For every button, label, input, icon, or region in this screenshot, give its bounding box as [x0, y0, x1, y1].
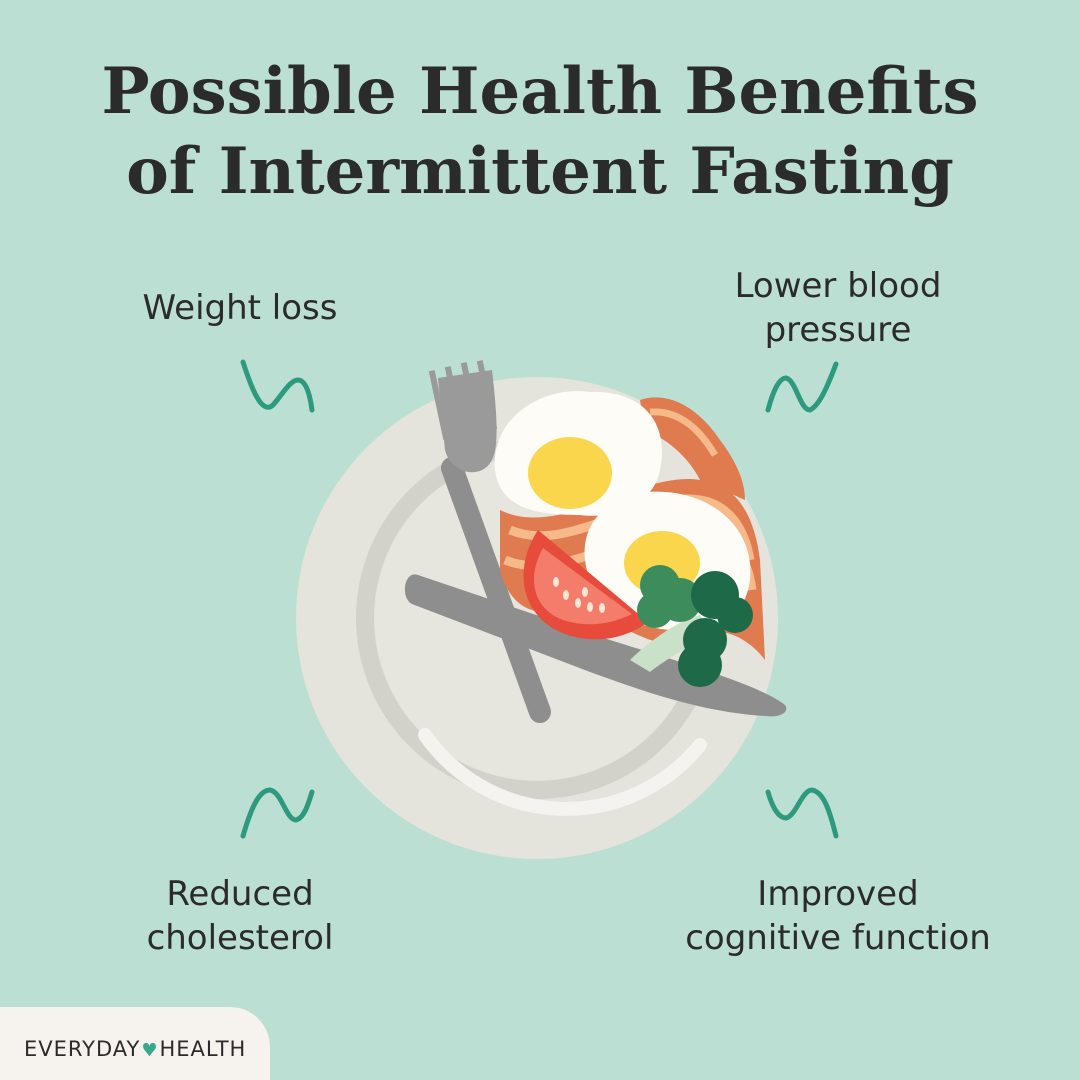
benefit-cholesterol-line-1: Reduced — [166, 874, 314, 914]
tomato-slice-icon — [523, 530, 648, 640]
benefit-blood-pressure-line-2: pressure — [764, 310, 912, 350]
fried-egg-icon — [494, 391, 662, 516]
benefit-blood-pressure: Lower blood pressure — [658, 264, 1018, 352]
benefit-cholesterol: Reduced cholesterol — [60, 872, 420, 960]
benefit-blood-pressure-line-1: Lower blood — [734, 266, 942, 306]
brand-word-health: HEALTH — [159, 1037, 247, 1061]
brand-word-everyday: EVERYDAY — [24, 1037, 141, 1061]
benefit-cognitive-line-2: cognitive function — [685, 918, 991, 958]
benefit-cognitive-line-1: Improved — [757, 874, 919, 914]
benefit-cognitive: Improved cognitive function — [658, 872, 1018, 960]
brand-badge: EVERYDAY♥HEALTH — [0, 1007, 270, 1080]
broccoli-icon — [630, 565, 753, 687]
title-line-1: Possible Health Benefits — [101, 54, 979, 129]
fork-icon — [428, 360, 551, 723]
squiggle-bottom-right — [765, 787, 839, 839]
plate-shine — [418, 728, 707, 816]
squiggle-top-left — [240, 359, 315, 413]
brand-logo[interactable]: EVERYDAY♥HEALTH — [24, 1037, 246, 1061]
squiggle-bottom-left — [240, 787, 315, 839]
benefit-weight-loss-text: Weight loss — [142, 288, 338, 328]
title-line-2: of Intermittent Fasting — [126, 134, 954, 209]
squiggle-top-right — [765, 361, 839, 413]
benefit-cholesterol-line-2: cholesterol — [146, 918, 334, 958]
page-title: Possible Health Benefits of Intermittent… — [0, 52, 1080, 212]
heart-icon: ♥ — [141, 1040, 159, 1061]
benefit-weight-loss: Weight loss — [60, 286, 420, 330]
